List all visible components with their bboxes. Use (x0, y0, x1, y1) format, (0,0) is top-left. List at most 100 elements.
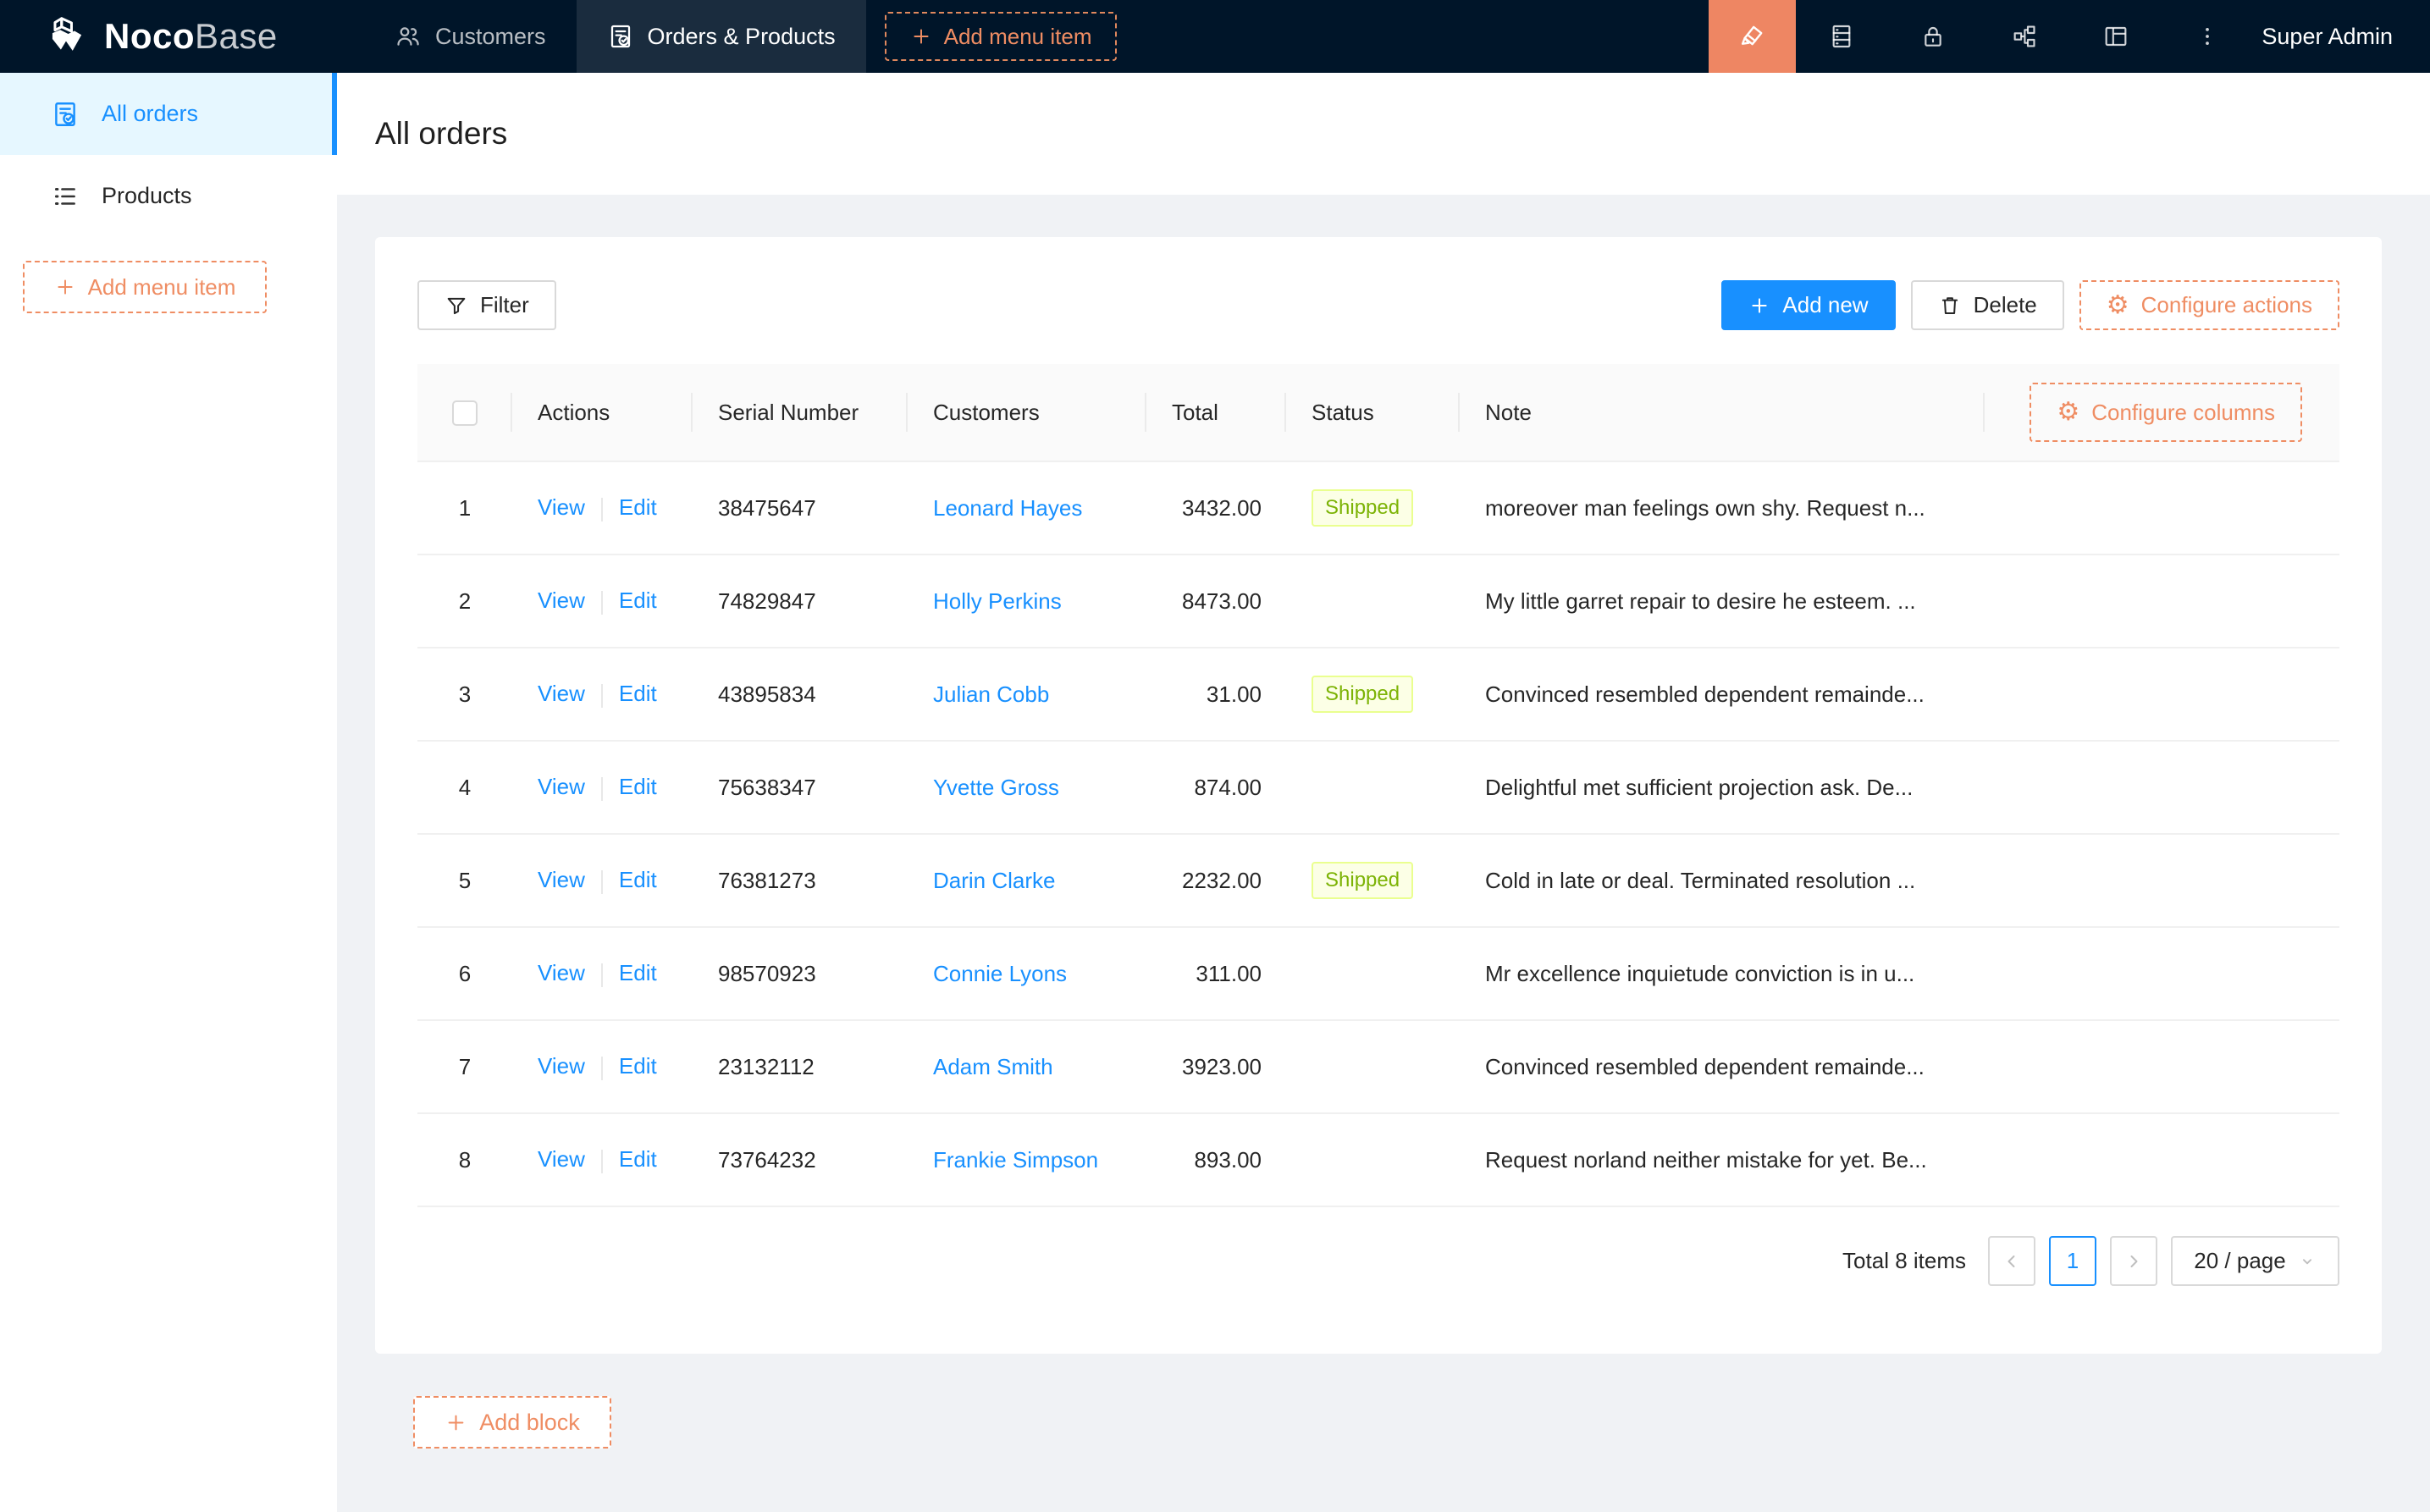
prev-page-button[interactable] (1988, 1236, 2035, 1286)
database-icon (1828, 23, 1855, 50)
customer-link[interactable]: Yvette Gross (933, 774, 1059, 800)
column-header-serial: Serial Number (693, 364, 908, 462)
customer-cell: Frankie Simpson (908, 1113, 1146, 1207)
divider (600, 963, 603, 987)
view-link[interactable]: View (538, 867, 585, 893)
nav-tab-label: Orders & Products (647, 23, 836, 49)
plus-icon (445, 1411, 467, 1434)
configure-columns-button[interactable]: ⚙ Configure columns (2030, 383, 2302, 442)
edit-link[interactable]: Edit (618, 1146, 657, 1173)
table-row: 4 View Edit 75638347 Yvette Gross 874.00 … (417, 741, 2339, 835)
edit-link[interactable]: Edit (618, 960, 657, 986)
chevron-right-icon (2123, 1251, 2144, 1272)
nav-tab-customers[interactable]: Customers (364, 0, 577, 73)
customer-link[interactable]: Julian Cobb (933, 681, 1050, 707)
total-cell: 31.00 (1146, 648, 1286, 742)
customer-link[interactable]: Adam Smith (933, 1053, 1053, 1079)
partition-icon (2011, 23, 2038, 50)
view-link[interactable]: View (538, 960, 585, 986)
column-header-configure: ⚙ Configure columns (1985, 364, 2339, 462)
customer-link[interactable]: Frankie Simpson (933, 1146, 1099, 1173)
serial-cell: 75638347 (693, 741, 908, 835)
edit-link[interactable]: Edit (618, 494, 657, 521)
plus-icon (54, 276, 76, 298)
view-link[interactable]: View (538, 1053, 585, 1079)
navbar-add-menu-item-button[interactable]: Add menu item (884, 12, 1118, 61)
table-row: 6 View Edit 98570923 Connie Lyons 311.00 … (417, 927, 2339, 1021)
plus-icon (1748, 295, 1770, 317)
view-link[interactable]: View (538, 774, 585, 800)
vertical-ellipsis-icon (2195, 24, 2220, 49)
unordered-list-icon (51, 182, 80, 211)
customer-cell: Darin Clarke (908, 834, 1146, 928)
total-cell: 8473.00 (1146, 555, 1286, 648)
customer-link[interactable]: Connie Lyons (933, 960, 1068, 986)
sidebar-item-label: Products (102, 183, 192, 208)
customer-link[interactable]: Darin Clarke (933, 867, 1056, 893)
note-cell: Delightful met sufficient projection ask… (1460, 741, 1985, 835)
column-header-actions: Actions (512, 364, 693, 462)
edit-link[interactable]: Edit (618, 774, 657, 800)
plus-icon (910, 25, 932, 47)
divider (600, 869, 603, 894)
edit-link[interactable]: Edit (618, 1053, 657, 1079)
page-size-select[interactable]: 20 / page (2171, 1236, 2339, 1286)
edit-link[interactable]: Edit (618, 867, 657, 893)
nav-tab-orders-products[interactable]: Orders & Products (576, 0, 866, 73)
highlighter-icon (1737, 21, 1768, 52)
layout-button[interactable] (2070, 0, 2162, 73)
edit-link[interactable]: Edit (618, 681, 657, 707)
total-cell: 2232.00 (1146, 834, 1286, 928)
add-new-button[interactable]: Add new (1721, 280, 1896, 330)
total-cell: 893.00 (1146, 1113, 1286, 1207)
view-link[interactable]: View (538, 494, 585, 521)
navbar: NocoBase Customers (0, 0, 2430, 73)
select-all-checkbox[interactable] (452, 400, 478, 427)
delete-button[interactable]: Delete (1910, 280, 2064, 330)
status-badge: Shipped (1312, 676, 1414, 713)
more-button[interactable] (2162, 0, 2253, 73)
status-cell (1286, 1020, 1460, 1114)
orders-card: Filter Add new (375, 237, 2382, 1354)
ui-editor-button[interactable] (1709, 0, 1797, 73)
sidebar-add-menu-item-button[interactable]: Add menu item (23, 261, 267, 313)
filter-button[interactable]: Filter (417, 280, 556, 330)
row-index: 4 (417, 741, 512, 835)
workflow-button[interactable] (1979, 0, 2070, 73)
lock-icon (1919, 23, 1947, 50)
nocobase-logo[interactable]: NocoBase (0, 0, 364, 73)
customer-cell: Yvette Gross (908, 741, 1146, 835)
user-menu[interactable]: Super Admin (2262, 23, 2393, 49)
actions-cell: View Edit (512, 648, 693, 742)
table-row: 8 View Edit 73764232 Frankie Simpson 893.… (417, 1113, 2339, 1207)
serial-cell: 74829847 (693, 555, 908, 648)
row-index: 7 (417, 1020, 512, 1114)
actions-cell: View Edit (512, 834, 693, 928)
sidebar-item-products[interactable]: Products (0, 155, 337, 237)
total-cell: 874.00 (1146, 741, 1286, 835)
add-block-button[interactable]: Add block (413, 1396, 611, 1449)
nav-tabs: Customers Orders & Products (364, 0, 866, 73)
access-control-button[interactable] (1887, 0, 1979, 73)
actions-cell: View Edit (512, 555, 693, 648)
sidebar-item-all-orders[interactable]: All orders (0, 73, 337, 155)
note-cell: Request norland neither mistake for yet.… (1460, 1113, 1985, 1207)
pagination: Total 8 items 1 20 / page (417, 1236, 2339, 1286)
customer-link[interactable]: Holly Perkins (933, 588, 1062, 614)
configure-actions-button[interactable]: ⚙ Configure actions (2079, 280, 2339, 330)
note-cell: Convinced resembled dependent remainde..… (1460, 648, 1985, 742)
page-title: All orders (375, 116, 508, 151)
view-link[interactable]: View (538, 1146, 585, 1173)
view-link[interactable]: View (538, 681, 585, 707)
row-index: 1 (417, 461, 512, 555)
customer-cell: Connie Lyons (908, 927, 1146, 1021)
edit-link[interactable]: Edit (618, 588, 657, 614)
page-1-button[interactable]: 1 (2049, 1236, 2096, 1286)
next-page-button[interactable] (2110, 1236, 2157, 1286)
view-link[interactable]: View (538, 588, 585, 614)
collections-button[interactable] (1796, 0, 1887, 73)
customer-link[interactable]: Leonard Hayes (933, 494, 1083, 521)
customer-cell: Leonard Hayes (908, 461, 1146, 555)
actions-cell: View Edit (512, 927, 693, 1021)
total-cell: 3923.00 (1146, 1020, 1286, 1114)
